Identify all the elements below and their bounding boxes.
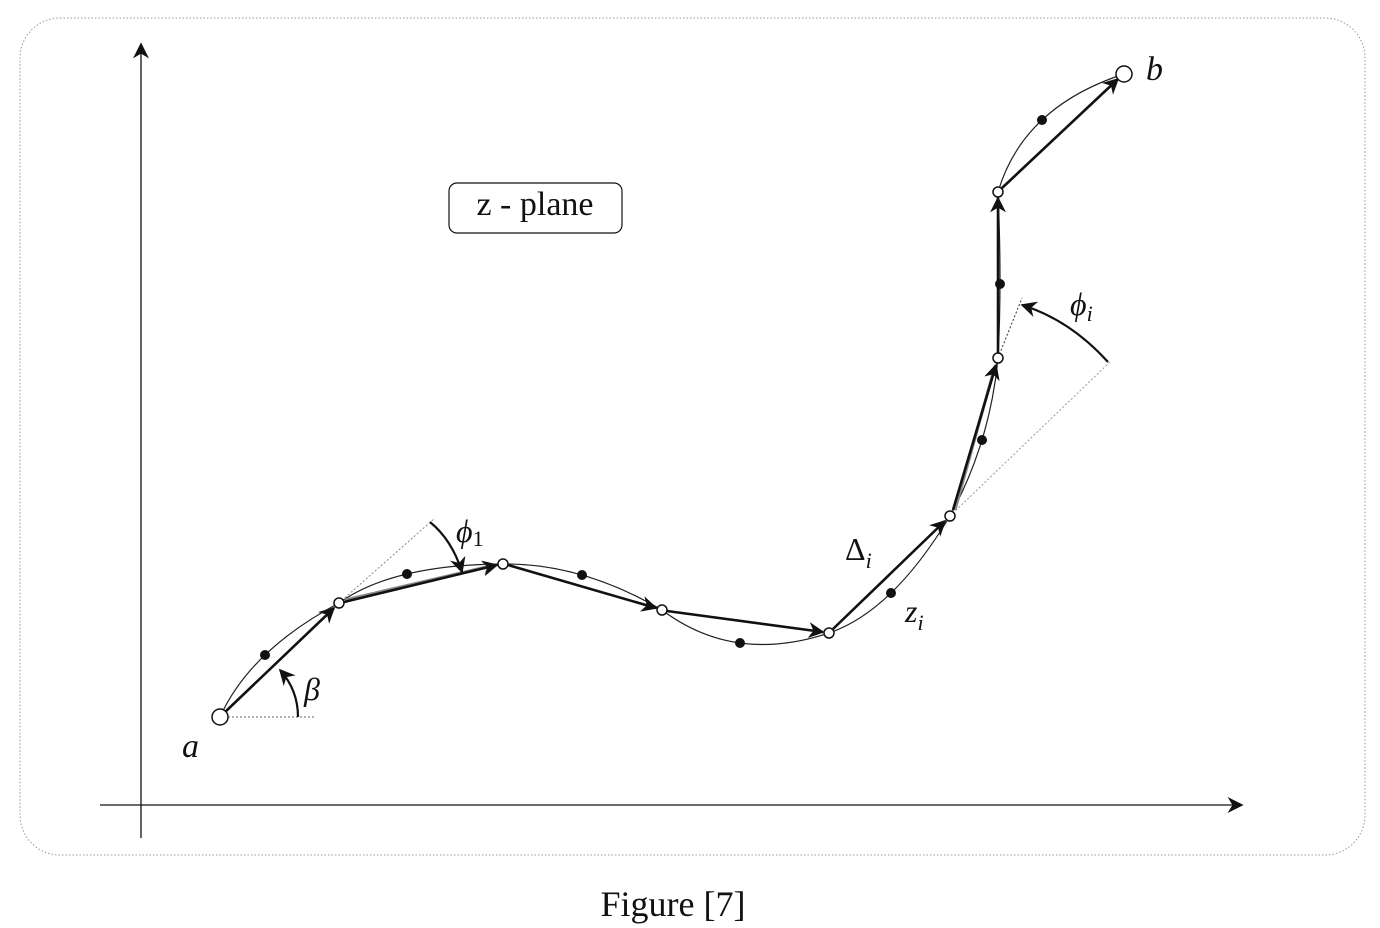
phi1-arc	[429, 521, 466, 574]
start-label: a	[182, 728, 199, 765]
phii-arc	[1020, 301, 1109, 363]
chord-extension-i	[997, 297, 1023, 359]
phi1-label: ϕ1	[456, 513, 484, 551]
midpoint-dot	[260, 650, 270, 660]
tangent-guide-1	[338, 517, 436, 604]
midpoint-dot	[977, 435, 987, 445]
chord-arrow	[1001, 77, 1120, 189]
frame	[19, 17, 1366, 856]
midpoint-dot	[735, 638, 745, 648]
beta-arc	[278, 668, 300, 718]
node	[944, 510, 956, 522]
plane-label: z - plane	[476, 186, 593, 223]
chord-arrow	[832, 519, 947, 630]
end-node	[1115, 65, 1133, 83]
chord-arrow	[507, 563, 658, 612]
tangent-guide-i	[949, 361, 1111, 517]
chord-arrow	[666, 609, 825, 639]
end-label: b	[1146, 51, 1163, 88]
node	[656, 604, 668, 616]
delta-label: Δi	[845, 531, 872, 573]
node	[823, 627, 835, 639]
chord-arrow	[951, 363, 1000, 511]
midpoint-dot	[1037, 115, 1047, 125]
start-node	[211, 708, 229, 726]
node	[497, 558, 509, 570]
phii-label: ϕi	[1070, 286, 1093, 326]
figure-caption: Figure [7]	[601, 884, 746, 924]
node	[992, 352, 1004, 364]
chord-arrow	[343, 560, 499, 604]
contour-curve	[219, 73, 1125, 718]
chord-arrow	[223, 606, 336, 714]
plane-label-box: z - plane	[448, 182, 623, 234]
node	[333, 597, 345, 609]
midpoint-dot	[886, 588, 896, 598]
midpoint-dot	[995, 279, 1005, 289]
beta-label: β	[303, 671, 320, 707]
midpoint-dot	[577, 570, 587, 580]
z-label: zi	[904, 593, 924, 635]
node	[992, 186, 1004, 198]
midpoint-dot	[402, 569, 412, 579]
